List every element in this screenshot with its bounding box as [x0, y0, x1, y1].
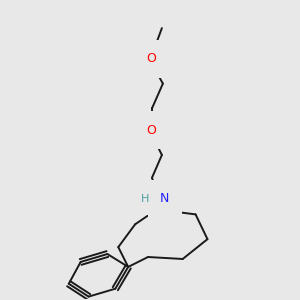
Text: O: O: [146, 124, 156, 137]
Text: O: O: [146, 52, 156, 65]
Text: H: H: [141, 194, 149, 203]
Text: N: N: [160, 192, 170, 205]
